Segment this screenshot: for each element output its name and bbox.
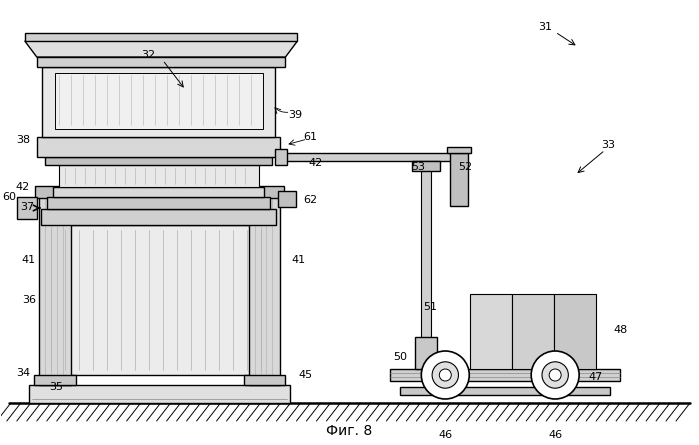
Bar [447,147,471,153]
Circle shape [542,362,568,388]
Bar [38,190,71,385]
Text: 34: 34 [15,368,30,378]
Text: 48: 48 [613,325,627,335]
Text: 41: 41 [22,255,36,265]
Bar [59,165,259,187]
Bar [47,197,271,209]
Bar [24,33,298,41]
Circle shape [432,362,459,388]
Bar [37,57,285,67]
Bar [35,186,75,198]
Circle shape [549,369,561,381]
Text: 62: 62 [303,195,317,205]
Bar [249,190,280,385]
Text: 51: 51 [424,302,438,312]
Bar [275,149,287,165]
Circle shape [421,351,469,399]
Text: 45: 45 [298,370,312,380]
Bar [278,191,296,207]
Bar [512,294,554,369]
Text: 46: 46 [438,430,452,440]
Text: 47: 47 [588,372,603,382]
Text: 31: 31 [538,22,552,32]
Text: 41: 41 [291,255,305,265]
Text: 39: 39 [289,110,303,120]
Bar [42,67,275,137]
Bar [412,161,440,171]
Bar [17,197,37,219]
Bar [34,375,75,385]
Bar [554,294,596,369]
Bar [401,387,610,395]
Bar [41,209,277,225]
Bar [29,385,291,403]
Text: Фиг. 8: Фиг. 8 [326,424,373,438]
Bar [37,137,280,157]
Text: 36: 36 [22,295,36,305]
Text: 35: 35 [49,382,63,392]
Text: 33: 33 [601,140,615,150]
Bar [421,163,431,339]
Bar [41,225,278,375]
Bar [55,73,263,129]
Circle shape [531,351,579,399]
Bar [52,187,264,197]
Bar [470,294,512,369]
Text: 32: 32 [142,50,156,60]
Bar [450,153,468,206]
Bar [243,375,285,385]
Bar [280,153,460,161]
Text: 42: 42 [15,182,30,192]
Text: 38: 38 [15,135,30,145]
Bar [415,337,438,369]
Bar [45,157,273,165]
Circle shape [439,369,452,381]
Text: 61: 61 [303,132,317,142]
Text: 52: 52 [459,162,473,172]
Text: 37: 37 [20,202,34,212]
Bar [245,186,284,198]
Text: 60: 60 [2,192,16,202]
Text: 50: 50 [394,352,408,362]
Text: 42: 42 [308,158,322,168]
Polygon shape [24,41,298,57]
Text: 53: 53 [411,162,425,172]
Text: 46: 46 [548,430,562,440]
Bar [390,369,620,381]
